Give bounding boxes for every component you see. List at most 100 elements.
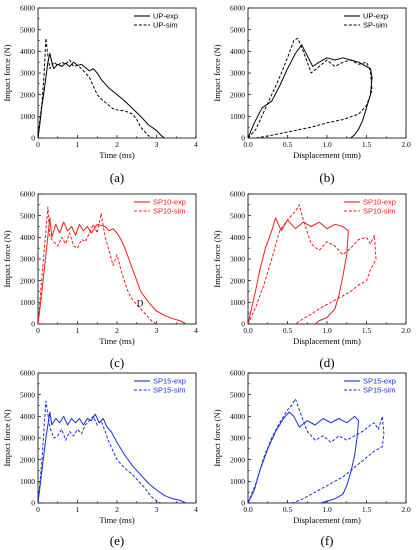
panel-d-legend-label: SP10-exp	[363, 198, 396, 207]
panel-e-x-tick-label: 0	[36, 505, 40, 514]
panel-b-x-tick-label: 1.5	[362, 140, 372, 149]
panel-f-y-tick-label: 6000	[230, 369, 245, 378]
panel-f-x-tick-label: 1.0	[322, 505, 332, 514]
panel-b-x-tick-label: 0.5	[283, 140, 293, 149]
panel-a-y-tick-label: 6000	[20, 4, 35, 13]
panel-a-legend-label: UP-sim	[153, 21, 178, 30]
panel-f-legend-label: SP15-sim	[363, 386, 396, 395]
panel-f-x-tick-label: 0.0	[243, 505, 253, 514]
panel-c-y-tick-label: 6000	[20, 190, 35, 199]
panel-d-series-sim-line	[248, 204, 377, 324]
panel-b-series-exp-line	[248, 44, 373, 138]
panel-f-x-tick-label: 0.5	[283, 505, 293, 514]
panel-c-y-tick-label: 3000	[20, 255, 35, 264]
panel-b-caption: (b)	[319, 170, 334, 185]
panel-e-series-sim-line	[38, 400, 161, 503]
panel-a-x-tick-label: 2	[115, 140, 119, 149]
panel-b-y-tick-label: 3000	[230, 69, 245, 78]
panel-d-series-exp-line	[248, 217, 349, 324]
panel-c-y-tick-label: 4000	[20, 233, 35, 242]
panel-b-y-tick-label: 1000	[230, 112, 245, 121]
panel-f-x-tick-label: 1.5	[362, 505, 372, 514]
panel-c-x-tick-label: 1	[76, 326, 80, 335]
panel-f-legend-label: SP15-exp	[363, 377, 396, 386]
panel-a-x-tick-label: 0	[36, 140, 40, 149]
panel-c-x-axis-label: Time (ms)	[99, 336, 135, 346]
panel-e-x-tick-label: 2	[115, 505, 119, 514]
panel-d-y-tick-label: 6000	[230, 190, 245, 199]
panel-c-x-tick-label: 0	[36, 326, 40, 335]
panel-f-caption: (f)	[321, 533, 334, 548]
panel-a-series-exp-line	[38, 53, 165, 138]
panel-a-y-tick-label: 4000	[20, 47, 35, 56]
panel-b-y-tick-label: 5000	[230, 25, 245, 34]
panel-b-y-axis-label: Impact force (N)	[212, 44, 222, 101]
panel-f-series-sim-line	[248, 398, 385, 503]
panel-c-legend-label: SP10-exp	[153, 198, 186, 207]
panel-a-y-tick-label: 3000	[20, 69, 35, 78]
panel-e-x-tick-label: 1	[76, 505, 80, 514]
panel-b: 0.0 0.5 1.0 1.5 2.0 0 1000 2000 3000 4000 5000 6000…	[212, 4, 411, 185]
panel-c-y-tick-label: 5000	[20, 211, 35, 220]
panel-e-series-exp-line	[38, 411, 187, 503]
panel-d-y-tick-label: 4000	[230, 233, 245, 242]
panel-c-x-tick-label: 4	[194, 326, 198, 335]
panel-d-x-tick-label: 2.0	[401, 326, 411, 335]
panel-a-y-tick-label: 0	[31, 134, 35, 143]
panel-f-y-tick-label: 3000	[230, 434, 245, 443]
panel-b-y-tick-label: 6000	[230, 4, 245, 13]
panel-a-y-tick-label: 2000	[20, 90, 35, 99]
panel-d-y-tick-label: 2000	[230, 276, 245, 285]
panel-f-y-tick-label: 5000	[230, 390, 245, 399]
panel-e-y-tick-label: 1000	[20, 477, 35, 486]
panel-c-x-tick-label: 2	[115, 326, 119, 335]
panel-f-y-tick-label: 1000	[230, 477, 245, 486]
panel-e-x-tick-label: 4	[194, 505, 198, 514]
panel-b-series-sim-line	[248, 37, 373, 138]
panel-c-y-axis-label: Impact force (N)	[2, 230, 12, 287]
panel-b-y-tick-label: 0	[241, 134, 245, 143]
panel-c-y-tick-label: 1000	[20, 298, 35, 307]
panel-c: 0 1 2 3 4 0 1000 2000 3000 4000 5000 6000 Time (ms) I…	[2, 190, 198, 370]
panel-d-y-tick-label: 5000	[230, 211, 245, 220]
panel-e-x-axis-label: Time (ms)	[99, 515, 135, 525]
panel-a-x-tick-label: 4	[194, 140, 198, 149]
panel-c-annotation: D	[137, 299, 144, 309]
panel-a-y-tick-label: 1000	[20, 112, 35, 121]
panel-c-y-tick-label: 0	[31, 320, 35, 329]
panel-e-y-tick-label: 4000	[20, 412, 35, 421]
panel-e-y-tick-label: 0	[31, 499, 35, 508]
panel-f-y-tick-label: 2000	[230, 455, 245, 464]
panel-c-series-sim-line	[38, 206, 157, 324]
panel-e: 0 1 2 3 4 0 1000 2000 3000 4000 5000 6000 Time (ms) I…	[2, 369, 198, 548]
panel-d-legend-label: SP10-sim	[363, 207, 396, 216]
panel-b-x-tick-label: 2.0	[401, 140, 411, 149]
panel-f-y-axis-label: Impact force (N)	[212, 409, 222, 466]
panel-c-x-tick-label: 3	[155, 326, 159, 335]
panel-d-y-tick-label: 1000	[230, 298, 245, 307]
panel-c-legend-label: SP10-sim	[153, 207, 186, 216]
panel-d-caption: (d)	[319, 355, 334, 370]
panel-f-y-tick-label: 4000	[230, 412, 245, 421]
panel-a-x-axis-label: Time (ms)	[99, 150, 135, 160]
panel-b-x-tick-label: 0.0	[243, 140, 253, 149]
panel-a-legend-label: UP-exp	[153, 12, 178, 21]
panel-f-series-exp-line	[248, 411, 360, 503]
panel-a-series-sim-line	[38, 37, 153, 138]
panel-d-y-axis-label: Impact force (N)	[212, 230, 222, 287]
panel-d-x-tick-label: 1.0	[322, 326, 332, 335]
panel-b-x-axis-label: Displacement (mm)	[293, 150, 361, 160]
panel-d-x-tick-label: 0.0	[243, 326, 253, 335]
panel-e-y-tick-label: 2000	[20, 455, 35, 464]
panel-e-legend-label: SP15-exp	[153, 377, 186, 386]
panel-d-x-axis-label: Displacement (mm)	[293, 336, 361, 346]
panel-b-y-tick-label: 2000	[230, 90, 245, 99]
panel-d-y-tick-label: 0	[241, 320, 245, 329]
panel-c-series-exp-line	[38, 217, 187, 324]
panel-a: 0 1 2 3 4 0 1000 2000 3000 4000 5000 6000 Time (ms) I…	[2, 4, 198, 185]
panel-e-caption: (e)	[110, 533, 124, 548]
panel-a-x-tick-label: 3	[155, 140, 159, 149]
panel-e-x-tick-label: 3	[155, 505, 159, 514]
panel-d: 0.0 0.5 1.0 1.5 2.0 0 1000 2000 3000 4000 5000 6000…	[212, 190, 411, 370]
